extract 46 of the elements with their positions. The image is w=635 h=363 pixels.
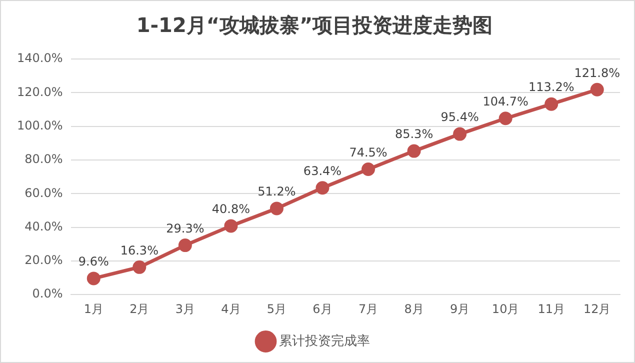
data-label: 63.4%	[303, 164, 342, 178]
y-tick-label: 100.0%	[16, 118, 63, 132]
point	[270, 202, 284, 216]
point	[544, 97, 558, 111]
y-tick-label: 60.0%	[24, 186, 63, 200]
y-tick-label: 0.0%	[32, 286, 63, 301]
x-tick-label: 3月	[175, 302, 195, 316]
x-tick-label: 12月	[583, 302, 611, 316]
point	[362, 162, 376, 176]
x-tick-label: 4月	[221, 302, 241, 316]
x-tick-label: 5月	[266, 302, 287, 316]
data-label: 121.8%	[574, 66, 620, 80]
x-tick-label: 1月	[84, 302, 104, 316]
x-tick-label: 2月	[130, 302, 150, 316]
data-label: 104.7%	[482, 94, 528, 109]
x-tick-label: 10月	[492, 302, 520, 316]
data-label: 16.3%	[120, 243, 158, 258]
legend-label: 累计投资完成率	[278, 332, 370, 349]
x-tick-label: 9月	[450, 302, 470, 316]
data-label: 113.2%	[528, 80, 574, 94]
data-label: 40.8%	[212, 202, 250, 216]
x-tick-label: 8月	[404, 302, 424, 316]
y-tick-label: 40.0%	[24, 219, 63, 234]
point	[316, 181, 330, 195]
point	[86, 272, 100, 286]
data-label: 51.2%	[258, 184, 296, 199]
y-tick-label: 120.0%	[16, 84, 63, 99]
y-tick-label: 80.0%	[24, 152, 63, 166]
point	[178, 238, 192, 252]
data-label: 74.5%	[349, 145, 388, 160]
point	[498, 112, 512, 126]
data-label: 29.3%	[166, 221, 204, 236]
y-tick-label: 140.0%	[16, 51, 63, 66]
data-label: 9.6%	[78, 254, 109, 269]
data-label: 95.4%	[440, 110, 479, 124]
x-tick-label: 6月	[312, 302, 332, 316]
x-tick-label: 11月	[538, 302, 565, 316]
point	[224, 219, 238, 233]
point	[590, 82, 604, 96]
point	[132, 260, 146, 274]
data-label: 85.3%	[394, 127, 434, 142]
point	[407, 144, 421, 158]
point	[453, 127, 467, 141]
chart-title: 1-12月“攻城拔寨”项目投资进度走势图	[136, 13, 493, 38]
x-tick-label: 7月	[358, 302, 378, 316]
y-tick-label: 20.0%	[24, 253, 63, 268]
